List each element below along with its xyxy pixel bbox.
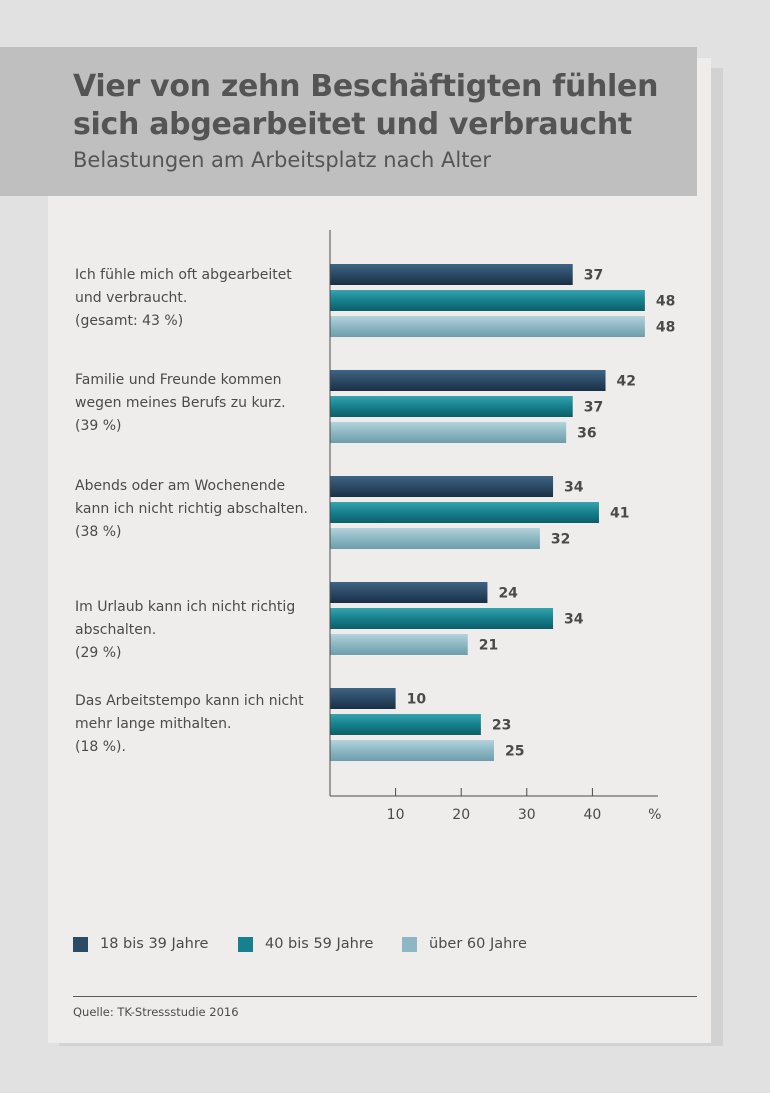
value-label-series-1-category-1: 37 (584, 268, 603, 284)
legend-label-18-39: 18 bis 39 Jahre (100, 936, 209, 952)
bar-series-3-category-1 (330, 316, 645, 337)
category-label-3: Abends oder am Wochenende kann ich nicht… (75, 475, 325, 544)
category-label-5: Das Arbeitstempo kann ich nicht mehr lan… (75, 690, 325, 759)
category-label-5-line-2: mehr lange mithalten. (75, 716, 232, 732)
x-tick-label-40: 40 (583, 807, 601, 823)
bar-series-1-category-1 (330, 264, 573, 285)
category-label-1-line-3: (gesamt: 43 %) (75, 313, 184, 329)
category-label-4-line-3: (29 %) (75, 645, 122, 661)
category-label-3-line-3: (38 %) (75, 524, 122, 540)
value-label-series-1-category-4: 24 (498, 586, 518, 602)
bar-series-3-category-3 (330, 528, 540, 549)
category-label-2-line-3: (39 %) (75, 418, 122, 434)
x-axis-unit-label: % (648, 807, 661, 823)
value-label-series-3-category-4: 21 (479, 638, 498, 654)
legend-item-40-59: 40 bis 59 Jahre (238, 934, 373, 954)
bar-series-1-category-2 (330, 370, 606, 391)
bar-series-2-category-1 (330, 290, 645, 311)
bar-series-3-category-2 (330, 422, 567, 443)
chart-subtitle: Belastungen am Arbeitsplatz nach Alter (73, 148, 491, 172)
legend-item-60-plus: über 60 Jahre (402, 934, 527, 954)
header-band (0, 47, 697, 196)
value-label-series-2-category-1: 48 (656, 294, 675, 310)
category-label-2-line-2: wegen meines Berufs zu kurz. (75, 395, 286, 411)
legend-label-60-plus: über 60 Jahre (429, 936, 527, 952)
source-note: Quelle: TK-Stressstudie 2016 (73, 1005, 239, 1019)
chart-card (48, 58, 711, 1043)
bar-series-1-category-3 (330, 476, 554, 497)
value-label-series-2-category-5: 23 (492, 718, 511, 734)
category-label-2-line-1: Familie und Freunde kommen (75, 372, 282, 388)
category-label-1-line-1: Ich fühle mich oft abgearbeitet (75, 267, 292, 283)
legend-item-18-39: 18 bis 39 Jahre (73, 934, 208, 954)
category-label-3-line-1: Abends oder am Wochenende (75, 478, 286, 494)
value-label-series-2-category-4: 34 (564, 612, 584, 628)
category-label-4-line-2: abschalten. (75, 622, 157, 638)
value-label-series-3-category-5: 25 (505, 744, 524, 760)
x-tick-label-20: 20 (452, 807, 470, 823)
bar-series-2-category-3 (330, 502, 599, 523)
bar-series-3-category-4 (330, 634, 468, 655)
value-label-series-2-category-2: 37 (584, 400, 603, 416)
legend-label-40-59: 40 bis 59 Jahre (265, 936, 374, 952)
category-label-2: Familie und Freunde kommen wegen meines … (75, 369, 325, 438)
category-label-5-line-3: (18 %). (75, 739, 126, 755)
chart-title: Vier von zehn Beschäftigten fühlen sich … (73, 68, 673, 144)
legend-swatch-light (402, 936, 417, 952)
title-line-1: Vier von zehn Beschäftigten fühlen (73, 69, 659, 104)
category-label-4-line-1: Im Urlaub kann ich nicht richtig (75, 599, 296, 615)
bar-series-2-category-2 (330, 396, 573, 417)
value-label-series-1-category-5: 10 (407, 692, 427, 708)
value-label-series-3-category-3: 32 (551, 532, 570, 548)
category-label-1-line-2: und verbraucht. (75, 290, 188, 306)
title-line-2: sich abgearbeitet und verbraucht (73, 107, 632, 142)
value-label-series-1-category-3: 34 (564, 480, 584, 496)
bar-series-1-category-4 (330, 582, 488, 603)
value-label-series-2-category-3: 41 (610, 506, 629, 522)
category-label-1: Ich fühle mich oft abgearbeitet und verb… (75, 264, 325, 333)
value-label-series-3-category-1: 48 (656, 320, 675, 336)
category-label-4: Im Urlaub kann ich nicht richtig abschal… (75, 596, 325, 665)
x-tick-label-10: 10 (387, 807, 405, 823)
category-label-5-line-1: Das Arbeitstempo kann ich nicht (75, 693, 304, 709)
footer-divider (73, 996, 697, 997)
bar-series-2-category-4 (330, 608, 554, 629)
x-tick-label-30: 30 (518, 807, 536, 823)
bar-series-2-category-5 (330, 714, 481, 735)
bar-series-1-category-5 (330, 688, 396, 709)
bar-series-3-category-5 (330, 740, 494, 761)
value-label-series-1-category-2: 42 (617, 374, 636, 390)
legend-swatch-dark (73, 936, 88, 952)
category-label-3-line-2: kann ich nicht richtig abschalten. (75, 501, 308, 517)
value-label-series-3-category-2: 36 (577, 426, 596, 442)
legend-swatch-mid (238, 936, 253, 952)
